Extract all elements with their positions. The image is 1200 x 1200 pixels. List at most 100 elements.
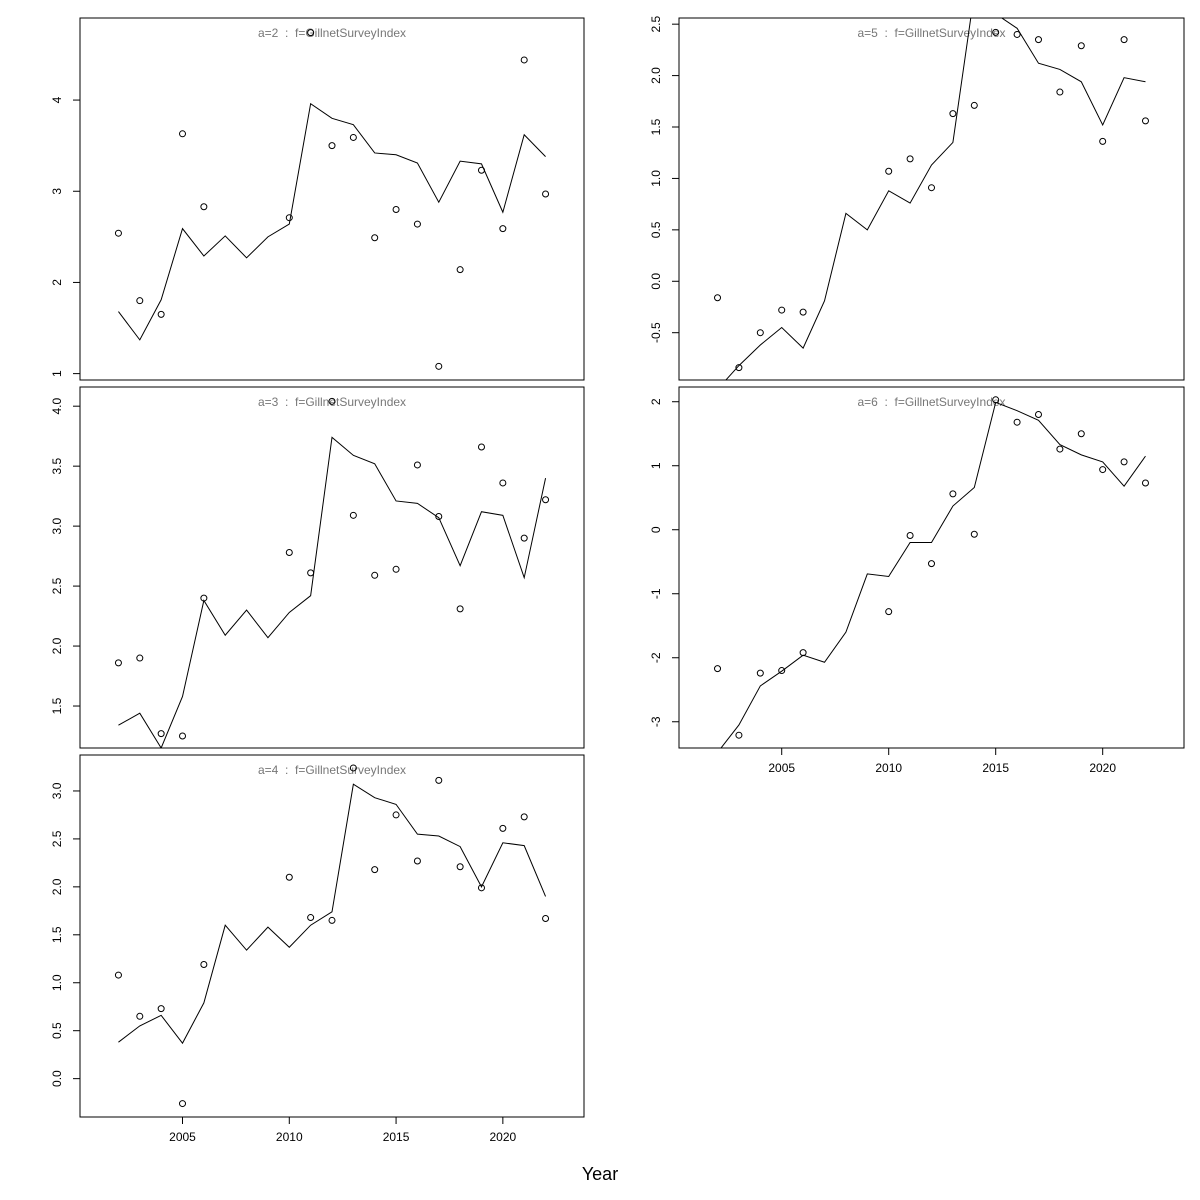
y-tick-label: 0.0 bbox=[50, 1070, 64, 1087]
y-tick-label: 3.5 bbox=[50, 457, 64, 474]
y-tick-label: 0.5 bbox=[649, 221, 663, 238]
panel-title: a=3 : f=GillnetSurveyIndex bbox=[258, 395, 406, 409]
plot-frame bbox=[79, 386, 585, 749]
data-point bbox=[307, 569, 315, 577]
data-point bbox=[499, 824, 507, 832]
data-point bbox=[200, 961, 208, 969]
panel-title: a=5 : f=GillnetSurveyIndex bbox=[857, 26, 1005, 40]
y-tick-label: 2.0 bbox=[649, 67, 663, 84]
y-tick-label: 1.0 bbox=[649, 170, 663, 187]
data-point bbox=[1077, 42, 1085, 50]
y-tick-label: -2 bbox=[649, 652, 663, 663]
data-point bbox=[928, 184, 935, 192]
data-point bbox=[885, 167, 893, 175]
data-point bbox=[392, 811, 400, 819]
data-point bbox=[1120, 36, 1128, 44]
plot-frame bbox=[678, 386, 1185, 749]
y-tick-label: 2.5 bbox=[50, 577, 64, 594]
data-point bbox=[285, 873, 293, 881]
data-point bbox=[520, 813, 528, 821]
data-point bbox=[157, 730, 165, 738]
y-tick-label: 1.5 bbox=[649, 118, 663, 135]
x-tick-label: 2005 bbox=[169, 1130, 196, 1144]
data-point bbox=[1013, 418, 1021, 426]
data-point bbox=[392, 565, 400, 573]
data-point bbox=[328, 916, 336, 924]
y-tick-label: 0 bbox=[649, 526, 663, 533]
x-tick-label: 2015 bbox=[982, 761, 1009, 775]
y-tick-label: 4 bbox=[50, 96, 64, 103]
data-point bbox=[1120, 458, 1128, 466]
plot-frame bbox=[678, 17, 1185, 381]
data-point bbox=[1034, 36, 1042, 44]
data-point bbox=[970, 530, 978, 538]
data-point bbox=[949, 110, 957, 118]
y-tick-label: 2 bbox=[50, 279, 64, 286]
data-point bbox=[328, 142, 336, 150]
data-point bbox=[906, 531, 914, 539]
data-point bbox=[1099, 137, 1107, 145]
y-tick-label: 3.0 bbox=[50, 517, 64, 534]
y-tick-label: 4.0 bbox=[50, 398, 64, 415]
y-tick-label: 1.5 bbox=[50, 697, 64, 714]
y-tick-label: 2.0 bbox=[50, 637, 64, 654]
data-point bbox=[413, 461, 421, 469]
y-tick-label: -0.5 bbox=[649, 322, 663, 343]
data-point bbox=[1077, 430, 1085, 438]
fitted-line bbox=[118, 436, 547, 748]
data-point bbox=[714, 294, 722, 302]
data-point bbox=[885, 608, 893, 616]
data-point bbox=[778, 306, 786, 314]
panel-title: a=2 : f=GillnetSurveyIndex bbox=[258, 26, 406, 40]
y-tick-label: 2.5 bbox=[50, 830, 64, 847]
data-point bbox=[499, 225, 507, 233]
plot-frame bbox=[79, 17, 585, 381]
x-tick-label: 2020 bbox=[1089, 761, 1116, 775]
data-point bbox=[735, 364, 743, 372]
y-tick-label: 1 bbox=[50, 370, 64, 377]
data-point bbox=[1099, 466, 1107, 474]
data-point bbox=[1056, 88, 1064, 96]
data-point bbox=[413, 220, 421, 228]
data-point bbox=[906, 155, 914, 163]
y-tick-label: 1.5 bbox=[50, 926, 64, 943]
data-point bbox=[157, 1005, 165, 1013]
data-point bbox=[114, 229, 122, 237]
data-point bbox=[520, 534, 528, 542]
data-point bbox=[1034, 411, 1042, 419]
data-point bbox=[307, 914, 315, 922]
data-point bbox=[799, 308, 807, 316]
data-point bbox=[371, 571, 379, 579]
data-point bbox=[136, 1012, 144, 1020]
data-point bbox=[1056, 445, 1064, 453]
data-point bbox=[542, 496, 550, 504]
data-point bbox=[1013, 30, 1021, 38]
y-tick-label: -3 bbox=[649, 716, 663, 727]
panel-title: a=6 : f=GillnetSurveyIndex bbox=[857, 395, 1005, 409]
data-point bbox=[136, 654, 144, 662]
data-point bbox=[307, 29, 315, 37]
data-point bbox=[1141, 117, 1149, 125]
y-tick-label: -1 bbox=[649, 588, 663, 599]
data-point bbox=[371, 234, 379, 242]
data-point bbox=[349, 764, 357, 772]
data-point bbox=[392, 205, 400, 213]
data-point bbox=[285, 214, 293, 222]
data-point bbox=[477, 443, 485, 451]
data-point bbox=[200, 203, 208, 211]
x-tick-label: 2020 bbox=[489, 1130, 516, 1144]
y-tick-label: 1.0 bbox=[50, 974, 64, 991]
data-point bbox=[179, 130, 187, 138]
fitted-line bbox=[118, 102, 546, 341]
x-tick-label: 2010 bbox=[276, 1130, 303, 1144]
x-axis-label: Year bbox=[582, 1164, 618, 1184]
data-point bbox=[456, 266, 464, 274]
data-point bbox=[435, 776, 443, 784]
data-point bbox=[735, 731, 743, 739]
data-point bbox=[413, 857, 421, 865]
y-tick-label: 1 bbox=[649, 462, 663, 469]
data-point bbox=[349, 511, 357, 519]
data-point bbox=[949, 490, 957, 498]
data-point bbox=[435, 513, 443, 521]
